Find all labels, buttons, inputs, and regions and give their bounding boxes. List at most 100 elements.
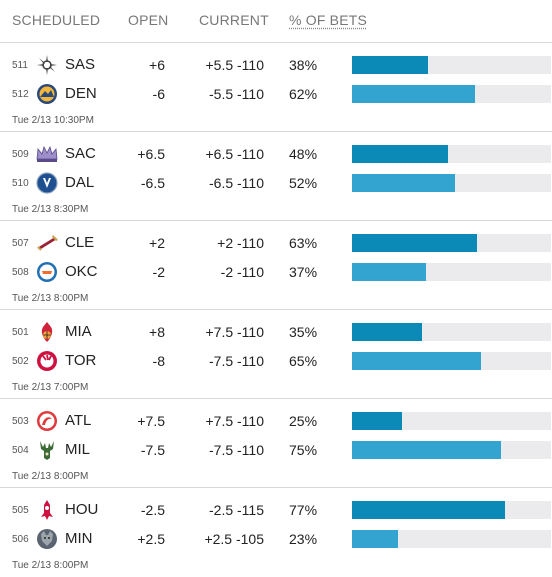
current-line: -6.5 -110 [209, 175, 264, 191]
team-abbr[interactable]: DEN [65, 85, 97, 102]
team-row[interactable]: 506 MIN +2.5 +2.5 -105 23% [0, 527, 552, 551]
open-line: -2.5 [140, 502, 165, 518]
team-row[interactable]: 505 HOU -2.5 -2.5 -115 77% [0, 498, 552, 522]
nuggets-logo-icon [35, 83, 59, 105]
team-abbr[interactable]: DAL [65, 174, 95, 191]
bet-percentage: 38% [289, 57, 318, 73]
bar-fill [352, 263, 426, 281]
game-card: 505 HOU -2.5 -2.5 -115 77% 506 MIN +2.5 … [0, 488, 552, 576]
rotation-number: 503 [12, 416, 29, 427]
bet-percentage-bar [352, 145, 551, 163]
game-time: Tue 2/13 7:00PM [12, 382, 89, 393]
game-time: Tue 2/13 8:00PM [12, 471, 89, 482]
bar-fill [352, 145, 448, 163]
header-scheduled[interactable]: SCHEDULED [12, 12, 101, 28]
game-card: 503 ATL +7.5 +7.5 -110 25% 504 MIL -7.5 … [0, 399, 552, 488]
team-row[interactable]: 502 TOR -8 -7.5 -110 65% [0, 349, 552, 373]
team-row[interactable]: 512 DEN -6 -5.5 -110 62% [0, 82, 552, 106]
bet-percentage: 62% [289, 86, 318, 102]
open-line: +2 [149, 235, 165, 251]
game-card: 511 SAS +6 +5.5 -110 38% 512 DEN -6 -5.5… [0, 43, 552, 132]
current-line: +6.5 -110 [205, 146, 264, 162]
bet-percentage: 63% [289, 235, 318, 251]
bar-fill [352, 174, 456, 192]
bar-fill [352, 412, 402, 430]
bet-percentage-bar [352, 263, 551, 281]
bet-percentage: 65% [289, 353, 318, 369]
bar-fill [352, 530, 398, 548]
raptors-logo-icon [35, 350, 59, 372]
bet-percentage-bar [352, 56, 551, 74]
bet-percentage-bar [352, 441, 551, 459]
team-abbr[interactable]: MIL [65, 441, 91, 458]
bet-percentage-bar [352, 174, 551, 192]
open-line: +6 [149, 57, 165, 73]
bet-percentage: 25% [289, 413, 318, 429]
current-line: +7.5 -110 [205, 324, 264, 340]
bet-percentage-bar [352, 323, 551, 341]
bet-percentage: 52% [289, 175, 318, 191]
game-card: 509 SAC +6.5 +6.5 -110 48% 510 DAL -6.5 … [0, 132, 552, 221]
kings-logo-icon [35, 143, 59, 165]
bet-percentage: 75% [289, 442, 318, 458]
bucks-logo-icon [35, 439, 59, 461]
current-line: -5.5 -110 [209, 86, 264, 102]
bar-fill [352, 501, 506, 519]
rotation-number: 501 [12, 327, 29, 338]
team-row[interactable]: 501 MIA +8 +7.5 -110 35% [0, 320, 552, 344]
team-abbr[interactable]: HOU [65, 501, 99, 518]
heat-logo-icon [35, 321, 59, 343]
game-time: Tue 2/13 10:30PM [12, 115, 94, 126]
bar-fill [352, 234, 478, 252]
bet-percentage-bar [352, 234, 551, 252]
team-row[interactable]: 504 MIL -7.5 -7.5 -110 75% [0, 438, 552, 462]
rotation-number: 507 [12, 238, 29, 249]
rotation-number: 511 [12, 60, 28, 71]
current-line: +2.5 -105 [204, 531, 264, 547]
open-line: -7.5 [140, 442, 165, 458]
team-abbr[interactable]: OKC [65, 263, 98, 280]
header-current[interactable]: CURRENT [199, 12, 269, 28]
games-list: 511 SAS +6 +5.5 -110 38% 512 DEN -6 -5.5… [0, 43, 552, 576]
open-line: +2.5 [137, 531, 165, 547]
team-row[interactable]: 503 ATL +7.5 +7.5 -110 25% [0, 409, 552, 433]
header-pct-bets[interactable]: % OF BETS [289, 12, 368, 28]
rockets-logo-icon [35, 499, 59, 521]
cavaliers-logo-icon [35, 232, 59, 254]
team-row[interactable]: 508 OKC -2 -2 -110 37% [0, 260, 552, 284]
team-row[interactable]: 510 DAL -6.5 -6.5 -110 52% [0, 171, 552, 195]
bet-percentage-bar [352, 352, 551, 370]
game-card: 507 CLE +2 +2 -110 63% 508 OKC -2 -2 -11… [0, 221, 552, 310]
bet-percentage: 23% [289, 531, 318, 547]
bet-percentage-bar [352, 412, 551, 430]
open-line: +7.5 [137, 413, 165, 429]
team-abbr[interactable]: MIA [65, 323, 92, 340]
rotation-number: 502 [12, 356, 29, 367]
current-line: -7.5 -110 [209, 353, 264, 369]
rotation-number: 505 [12, 505, 29, 516]
current-line: +7.5 -110 [205, 413, 264, 429]
team-abbr[interactable]: SAC [65, 145, 96, 162]
rotation-number: 506 [12, 534, 29, 545]
team-abbr[interactable]: MIN [65, 530, 93, 547]
game-time: Tue 2/13 8:00PM [12, 293, 89, 304]
team-row[interactable]: 507 CLE +2 +2 -110 63% [0, 231, 552, 255]
team-abbr[interactable]: CLE [65, 234, 95, 251]
open-line: +8 [149, 324, 165, 340]
bet-percentage: 35% [289, 324, 318, 340]
team-abbr[interactable]: SAS [65, 56, 96, 73]
column-header: SCHEDULED OPEN CURRENT % OF BETS [0, 0, 552, 43]
team-row[interactable]: 509 SAC +6.5 +6.5 -110 48% [0, 142, 552, 166]
team-abbr[interactable]: TOR [65, 352, 97, 369]
game-time: Tue 2/13 8:30PM [12, 204, 89, 215]
bet-percentage: 77% [289, 502, 318, 518]
bar-fill [352, 441, 502, 459]
game-card: 501 MIA +8 +7.5 -110 35% 502 TOR -8 -7.5… [0, 310, 552, 399]
bar-fill [352, 85, 476, 103]
team-abbr[interactable]: ATL [65, 412, 92, 429]
team-row[interactable]: 511 SAS +6 +5.5 -110 38% [0, 53, 552, 77]
open-line: +6.5 [137, 146, 165, 162]
header-open[interactable]: OPEN [128, 12, 169, 28]
bet-percentage-bar [352, 501, 551, 519]
current-line: -2 -110 [220, 264, 264, 280]
